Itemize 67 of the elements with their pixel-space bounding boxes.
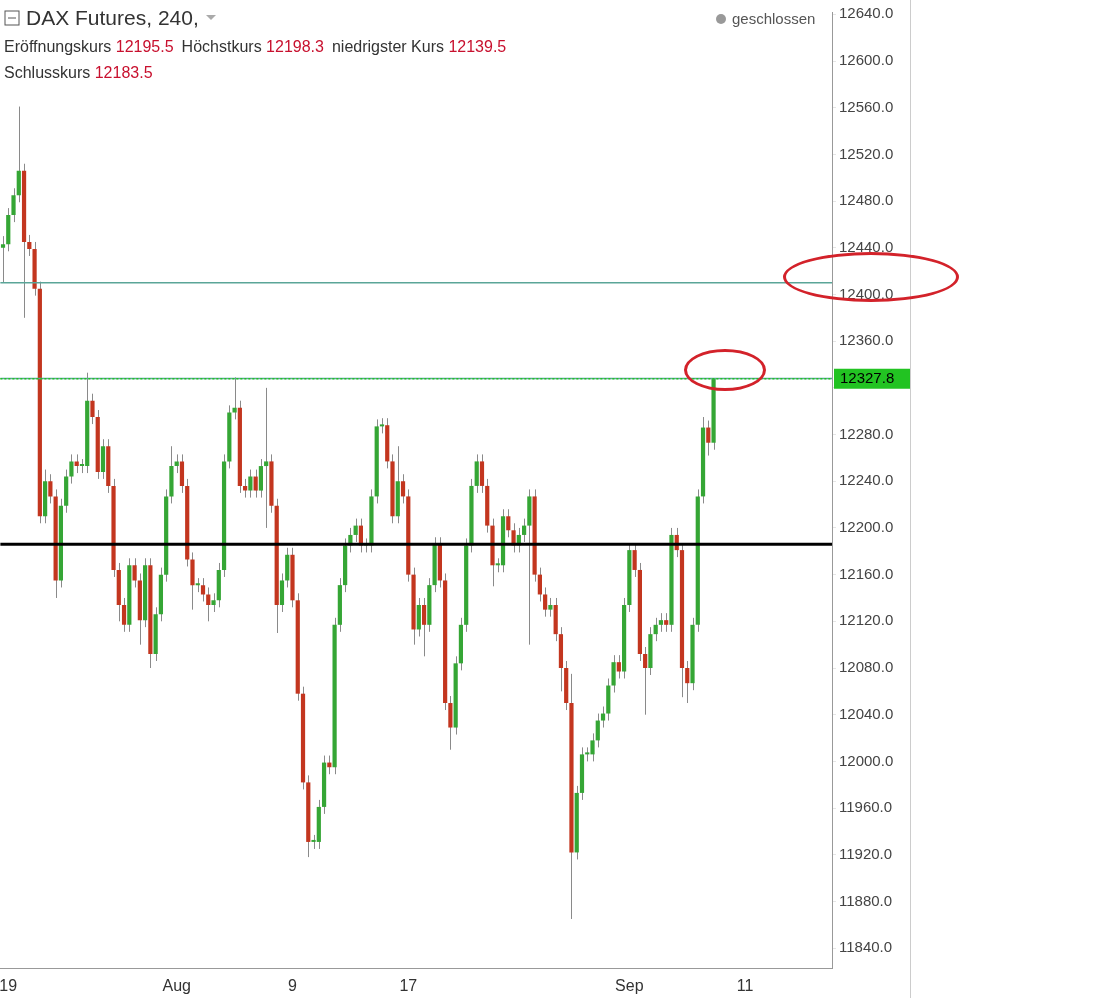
y-tick-label: 11880.0	[839, 891, 893, 909]
y-tick-label: 12200.0	[839, 518, 894, 536]
candlestick	[264, 387, 269, 529]
y-tick-label: 12440.0	[839, 237, 894, 255]
candlestick	[11, 187, 16, 223]
y-tick-label: 12640.0	[839, 4, 894, 22]
chart-title: DAX Futures, 240,	[26, 6, 199, 30]
annotation: geschlossen	[732, 10, 816, 27]
candlestick	[48, 473, 53, 504]
candlestick	[521, 518, 527, 543]
candlestick	[206, 586, 211, 622]
x-tick-label: Sep	[615, 977, 644, 995]
candlestick	[90, 393, 95, 425]
x-tick-label: 11	[736, 977, 754, 995]
y-tick-label: 12160.0	[839, 564, 894, 582]
y-tick-label: 12400.0	[839, 284, 894, 302]
candlestick	[506, 508, 511, 538]
candlestick	[243, 478, 248, 499]
candlestick	[248, 469, 253, 499]
candlestick	[232, 376, 237, 420]
ref-line-label: 12327.8	[840, 368, 895, 386]
annotation: niedrigster Kurs 12139.5	[331, 38, 507, 55]
candlestick	[400, 473, 406, 504]
y-tick-label: 12000.0	[839, 751, 894, 769]
annotation: Höchstkurs 12198.3	[181, 38, 324, 55]
x-tick-label: 19	[0, 977, 18, 995]
candlestick	[211, 592, 216, 613]
candlestick	[27, 234, 32, 257]
candlestick	[174, 453, 179, 474]
candlestick	[643, 646, 648, 716]
x-tick-label: Aug	[162, 977, 191, 995]
candlestick	[616, 654, 621, 680]
y-tick-label: 11960.0	[839, 798, 893, 816]
candlestick	[353, 518, 358, 543]
annotation: Eröffnungskurs 12195.5	[4, 38, 174, 55]
candlestick	[653, 617, 658, 642]
y-tick-label: 11840.0	[839, 938, 893, 956]
y-tick-label: 12520.0	[839, 144, 894, 162]
candlestick	[69, 453, 74, 485]
candlestick	[74, 453, 79, 474]
x-tick-label: 17	[399, 977, 418, 995]
y-tick-label: 11920.0	[839, 844, 893, 862]
candlestick	[121, 597, 127, 633]
y-tick-label: 12040.0	[839, 704, 894, 722]
candlestick	[611, 654, 616, 694]
y-tick-label: 12560.0	[839, 97, 894, 115]
candlestick	[537, 567, 542, 602]
candlestick	[253, 469, 258, 499]
candlestick	[132, 557, 137, 588]
y-tick-label: 12600.0	[839, 51, 894, 69]
candlestick	[664, 612, 669, 633]
candlestick	[543, 586, 548, 618]
candlestick	[685, 660, 690, 704]
y-tick-label: 12360.0	[839, 331, 894, 349]
candlestick	[548, 597, 553, 618]
x-tick-label: 9	[288, 977, 298, 995]
candlestick	[706, 420, 711, 457]
candlestick	[595, 713, 600, 748]
y-tick-label: 12080.0	[839, 658, 894, 676]
y-tick-label: 12240.0	[839, 471, 894, 489]
y-tick-label: 12120.0	[839, 611, 894, 629]
candlestick	[658, 612, 664, 633]
y-tick-label: 12480.0	[839, 191, 894, 209]
annotation: Schlusskurs 12183.5	[4, 64, 153, 81]
candlestick	[600, 706, 606, 729]
candlestick	[0, 235, 6, 284]
y-tick-label: 12280.0	[839, 424, 894, 442]
